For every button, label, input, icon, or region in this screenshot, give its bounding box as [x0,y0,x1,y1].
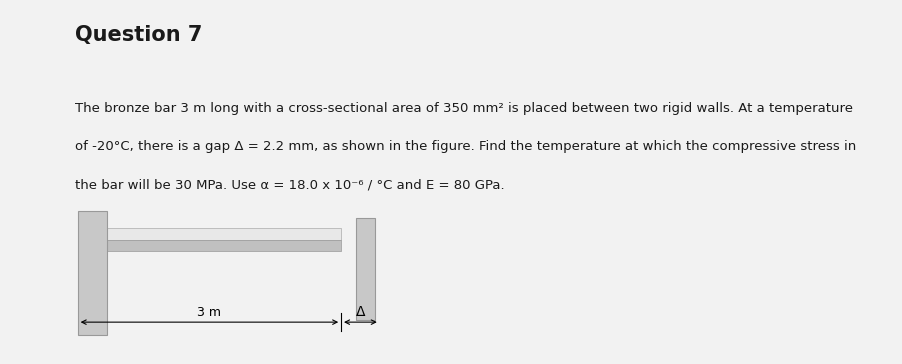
Text: of -20°C, there is a gap Δ = 2.2 mm, as shown in the figure. Find the temperatur: of -20°C, there is a gap Δ = 2.2 mm, as … [75,140,855,153]
Text: Question 7: Question 7 [75,25,202,46]
Bar [355,218,375,320]
Text: the bar will be 30 MPa. Use α = 18.0 x 10⁻⁶ / °C and E = 80 GPa.: the bar will be 30 MPa. Use α = 18.0 x 1… [75,178,504,191]
Text: 3 m: 3 m [198,305,221,318]
Bar [106,228,341,240]
Text: The bronze bar 3 m long with a cross-sectional area of 350 mm² is placed between: The bronze bar 3 m long with a cross-sec… [75,102,852,115]
Text: Δ: Δ [355,305,364,318]
Bar [106,240,341,251]
Bar [78,211,106,335]
